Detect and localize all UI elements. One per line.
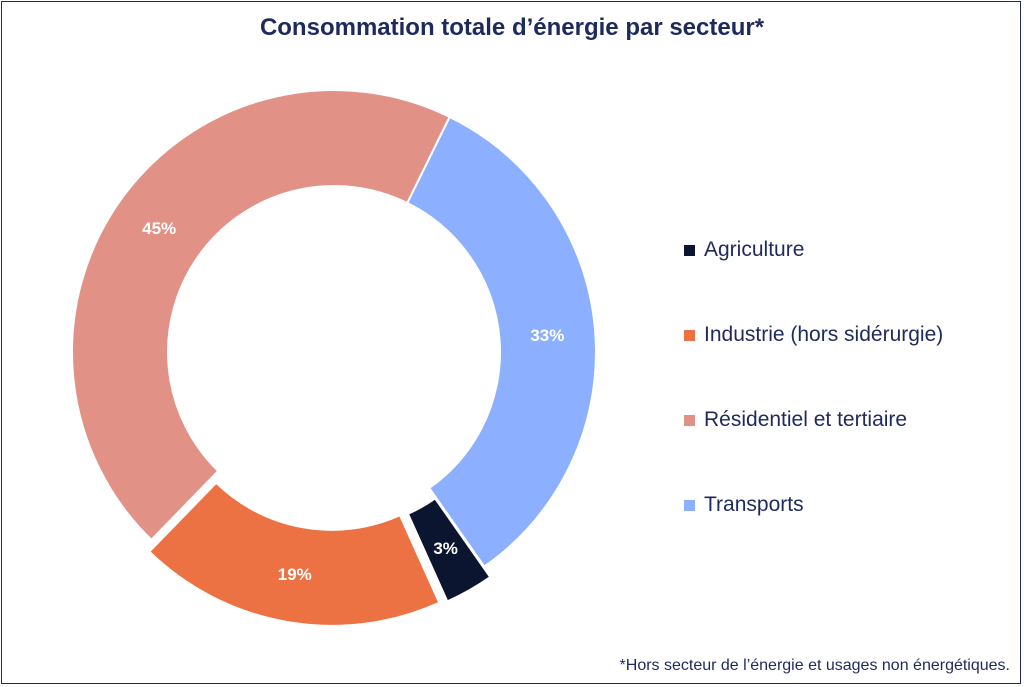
legend-swatch: [684, 244, 695, 256]
legend-item-agriculture: Agriculture: [684, 236, 1014, 264]
legend-swatch: [684, 414, 695, 426]
chart-legend: Agriculture Industrie (hors sidérurgie) Ré…: [684, 236, 1014, 576]
legend-item-transports: Transports: [684, 491, 1014, 519]
legend-item-industrie-hors-siderurgie: Industrie (hors sidérurgie): [684, 321, 1014, 349]
data-label-industrie-hors-siderurgie: 19%: [278, 565, 312, 584]
slice-agriculture: [406, 497, 492, 603]
data-label-agriculture: 3%: [433, 539, 458, 558]
data-label-transports: 33%: [530, 326, 564, 345]
legend-swatch: [684, 499, 695, 511]
legend-swatch: [684, 329, 695, 341]
legend-label: Résidentiel et tertiaire: [704, 408, 908, 431]
chart-footnote: *Hors secteur de l’énergie et usages non…: [619, 657, 1010, 674]
slice-residentiel-et-tertiaire: [71, 89, 452, 542]
legend-label: Agriculture: [704, 238, 805, 261]
legend-item-residentiel-et-tertiaire: Résidentiel et tertiaire: [684, 406, 1014, 434]
data-label-residentiel-et-tertiaire: 45%: [142, 219, 176, 238]
legend-label: Industrie (hors sidérurgie): [704, 323, 944, 346]
legend-label: Transports: [704, 493, 804, 516]
slice-industrie-hors-siderurgie: [147, 481, 441, 627]
slice-transports: [405, 115, 598, 569]
chart-title: Consommation totale d’énergie par secteu…: [259, 14, 765, 41]
